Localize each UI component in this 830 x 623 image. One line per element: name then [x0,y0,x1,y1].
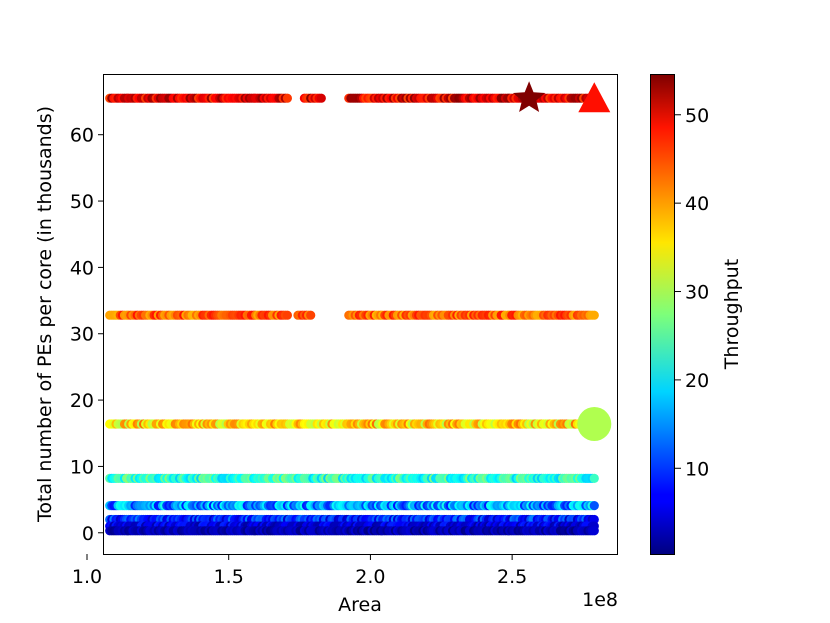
y-tick-label: 30 [70,324,94,346]
data-point [589,526,599,536]
y-tick-label: 0 [82,523,94,545]
y-axis-label: Total number of PEs per core (in thousan… [34,106,56,523]
y-tick-label: 10 [70,456,94,478]
y-axis-ticks: 0 10 20 30 40 50 60 [70,125,104,545]
colorbar-label: Throughput [721,259,743,370]
colorbar-tick-label: 20 [685,370,709,392]
x-tick-label: 1.0 [72,566,102,588]
x-tick-label: 2.0 [355,566,385,588]
colorbar-tick-label: 50 [685,105,709,127]
colorbar-tick-label: 10 [685,458,709,480]
x-offset-label: 1e8 [582,589,618,611]
colorbar [650,74,675,555]
plot-frame [103,74,618,555]
y-tick-label: 50 [70,191,94,213]
data-point [589,473,599,483]
x-tick-label: 1.5 [214,566,244,588]
highlight-circle-marker [577,407,612,441]
x-axis-ticks: 1.0 1.5 2.0 2.5 [72,554,527,588]
highlight-star-marker [513,81,546,112]
colorbar-tick-label: 30 [685,282,709,304]
y-tick-label: 20 [70,390,94,412]
data-point [306,310,316,320]
data-point [282,93,292,103]
x-axis-label: Area [338,594,382,616]
data-point [589,501,599,511]
data-point [316,93,326,103]
x-tick-label: 2.5 [497,566,527,588]
highlight-markers [513,81,612,441]
y-tick-label: 40 [70,257,94,279]
colorbar-tick-label: 40 [685,193,709,215]
data-point [589,310,599,320]
scatter-points [105,93,599,536]
y-tick-label: 60 [70,125,94,147]
colorbar-ticks: 10 20 30 40 50 [675,105,709,480]
data-point [282,310,292,320]
highlight-triangle-marker [578,82,611,113]
